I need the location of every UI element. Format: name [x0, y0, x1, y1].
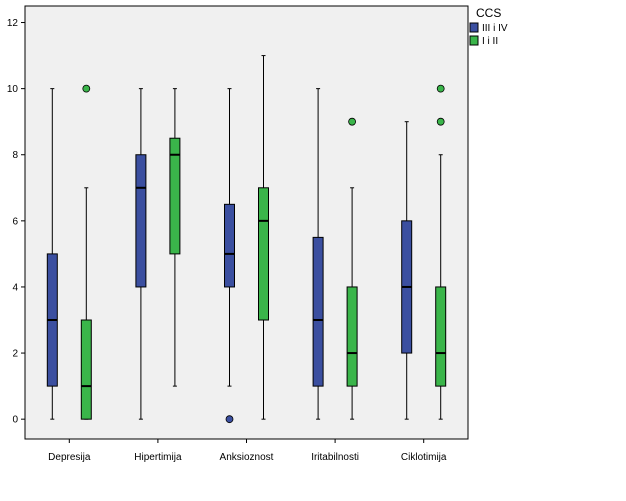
box-0-2 [224, 88, 235, 424]
y-tick-label: 10 [7, 84, 19, 95]
box-1-0 [80, 84, 92, 420]
box-iqr [135, 154, 147, 288]
legend-swatch-iii-iv [469, 22, 479, 33]
y-tick-label: 12 [7, 18, 19, 29]
box-1-3 [346, 117, 358, 420]
x-tick-label: Iritabilnosti [311, 452, 359, 463]
y-tick-label: 2 [12, 349, 18, 360]
y-tick-label: 8 [12, 150, 18, 161]
box-0-0 [46, 88, 58, 420]
outlier-point [436, 117, 445, 126]
legend-swatch-i-ii [469, 35, 479, 46]
outlier-point [82, 84, 91, 93]
box-iqr [312, 236, 324, 387]
outlier-point [436, 84, 445, 93]
box-iqr [80, 319, 92, 420]
outlier-point [348, 117, 357, 126]
x-axis: Depresija Hipertimija Anksioznost Iritabiln… [48, 439, 447, 463]
box-iqr [435, 286, 447, 387]
box-1-4 [435, 84, 447, 420]
x-tick-label: Anksioznost [220, 452, 274, 463]
y-axis: 0 2 4 6 8 10 12 [7, 18, 25, 426]
legend-label-i-ii: I i II [482, 36, 498, 47]
legend-title: CCS [476, 6, 501, 20]
plot-area [24, 5, 469, 440]
box-iqr [258, 187, 269, 321]
y-tick-label: 4 [12, 282, 18, 293]
box-iqr [169, 137, 181, 255]
y-tick-label: 6 [12, 216, 18, 227]
outlier-point [225, 415, 234, 424]
legend: CCS III i IV I i II [469, 6, 508, 47]
box-0-3 [312, 88, 324, 420]
box-0-4 [401, 121, 413, 420]
y-tick-label: 0 [12, 415, 18, 426]
x-tick-label: Depresija [48, 452, 91, 463]
x-tick-label: Ciklotimija [401, 452, 447, 463]
box-1-2 [258, 55, 269, 420]
legend-label-iii-iv: III i IV [482, 23, 508, 34]
x-tick-label: Hipertimija [134, 452, 182, 463]
boxes-layer [46, 55, 447, 424]
box-iqr [224, 203, 235, 288]
box-iqr [346, 286, 358, 387]
box-0-1 [135, 88, 147, 420]
box-1-1 [169, 88, 181, 387]
